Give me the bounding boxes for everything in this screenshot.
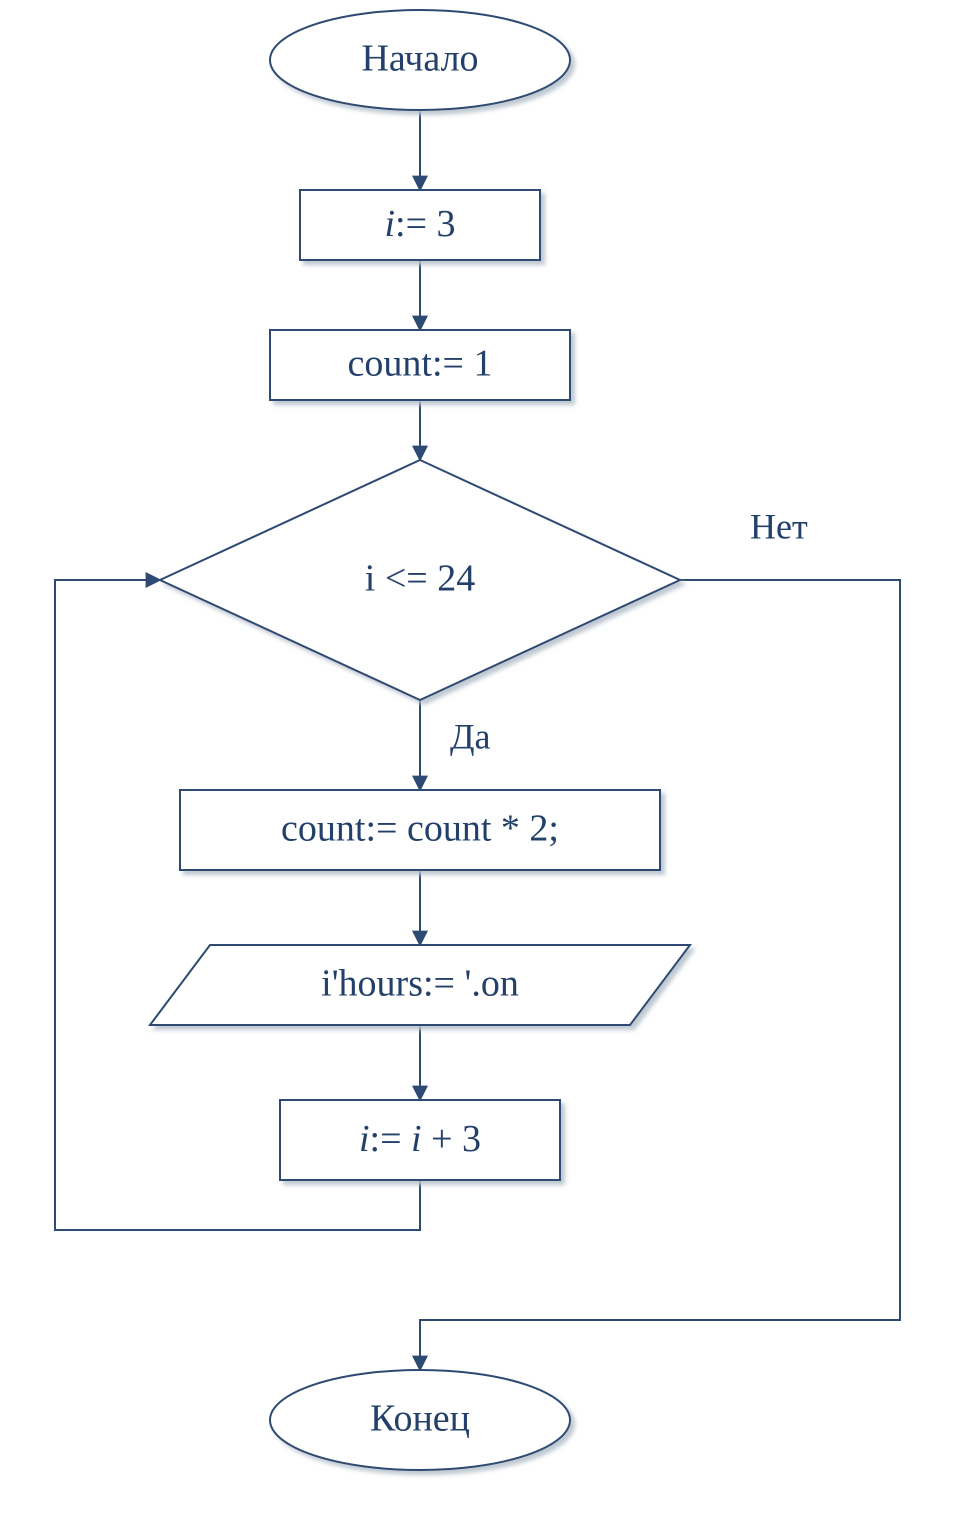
node-label-n1: i:= 3 [384,203,455,245]
node-n3: count:= count * 2; [180,790,660,870]
node-label-start: Начало [361,38,478,80]
node-n5: i:= i + 3 [280,1100,560,1180]
edge-label-e3_yes: Да [450,716,491,756]
node-label-n2: count:= 1 [348,343,493,385]
node-n1: i:= 3 [300,190,540,260]
node-n4: i'hours:= '.on [150,945,690,1025]
node-start: Начало [270,10,570,110]
node-label-n4: i'hours:= '.on [321,963,519,1005]
node-label-n5: i:= i + 3 [359,1118,481,1160]
edge-label-e_no: Нет [750,506,808,546]
node-label-dec: i <= 24 [365,558,475,600]
node-n2: count:= 1 [270,330,570,400]
node-label-end: Конец [370,1398,470,1440]
node-label-n3: count:= count * 2; [281,808,559,850]
node-end: Конец [270,1370,570,1470]
